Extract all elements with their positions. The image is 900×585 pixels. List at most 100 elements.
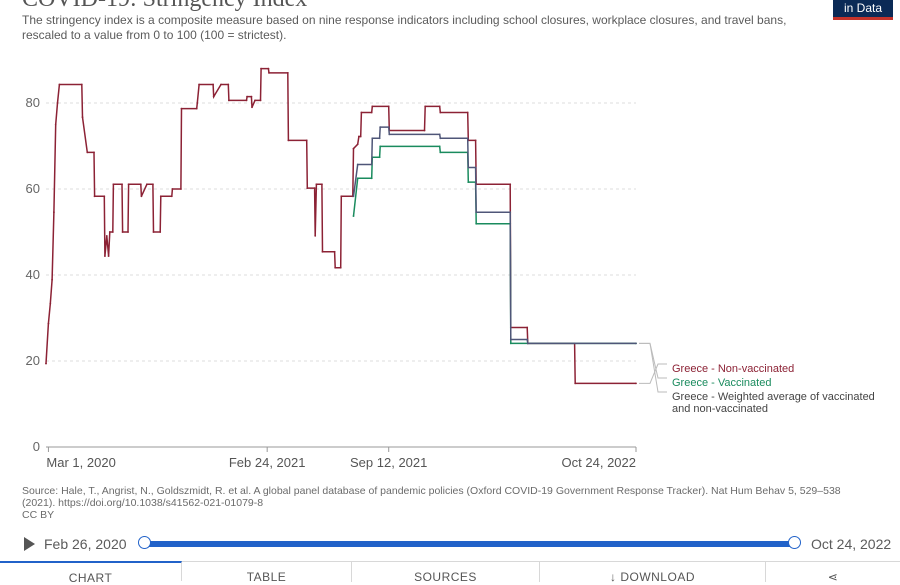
data-point [56,102,59,104]
data-point [360,111,363,114]
data-point [306,187,309,190]
data-point [267,67,270,70]
data-point [53,211,55,214]
data-point [121,183,123,186]
stringency-line-chart[interactable]: 0 20 40 60 80 Mar 1, 2020 Feb 24, 2021 Sep 12, … [0,0,900,479]
share-icon: ⋖ [827,570,839,584]
timeline-start-handle[interactable] [138,536,151,549]
timeline-end-handle[interactable] [788,536,801,549]
data-point [352,215,355,218]
data-point [526,338,529,341]
data-point [388,133,391,136]
legend-label-vaccinated: Greece - Vaccinated [672,377,771,389]
data-point [51,278,53,281]
x-tick-label: Oct 24, 2022 [562,455,636,470]
data-point [509,211,512,214]
y-tick-label: 40 [26,267,40,282]
data-point [159,231,162,233]
data-point [334,266,337,269]
data-point [315,183,318,186]
data-point [127,231,129,233]
data-point [378,156,381,159]
timeline-end-label: Oct 24, 2022 [811,536,892,552]
data-point [356,163,359,166]
data-point [212,95,215,98]
data-point [475,211,478,214]
data-point [121,231,124,233]
series-line [352,126,636,345]
data-point [526,326,529,329]
tab-chart[interactable]: CHART [0,561,182,585]
legend-connector [639,363,667,384]
data-point [467,181,470,184]
data-point [196,102,199,104]
data-point [439,111,442,114]
tab-download[interactable]: ↓ DOWNLOAD [540,562,766,584]
data-point [423,129,426,132]
data-point [574,382,577,385]
data-point [352,147,355,150]
data-point [81,116,84,119]
data-point [170,195,173,198]
data-point [54,123,57,126]
data-point [370,111,373,114]
timeline-track[interactable] [145,541,795,547]
tab-share[interactable]: ⋖ [766,562,900,584]
tab-table[interactable]: TABLE [182,562,352,584]
data-point [526,342,529,345]
data-point [371,137,374,140]
data-point [152,183,154,186]
data-point [45,362,47,365]
data-point [254,99,256,102]
owid-logo[interactable]: in Data [833,0,893,20]
legend-label-weighted: Greece - Weighted average of vaccinated a… [672,391,875,415]
chart-title: COVID-19: Stringency Index [22,0,307,13]
data-point [356,177,359,180]
data-point [127,183,130,186]
series-line [45,67,636,385]
y-tick-label: 60 [26,181,40,196]
data-point [140,195,143,198]
data-point [49,302,52,305]
data-point [379,145,382,148]
data-point [171,188,174,190]
data-point [321,250,324,253]
data-point [474,139,477,142]
data-point [245,99,248,102]
data-point [287,139,290,142]
data-point [466,111,469,114]
legend-label-non-vaccinated: Greece - Non-vaccinated [672,363,794,375]
data-point [509,183,512,186]
data-point [466,137,469,140]
data-point [467,166,470,169]
data-point [439,151,442,154]
data-point [475,222,478,225]
data-point [108,231,111,233]
data-point [370,163,373,166]
data-point [359,135,362,138]
data-point [352,195,355,198]
tab-sources[interactable]: SOURCES [352,562,540,584]
x-tick-label: Mar 1, 2020 [46,455,115,470]
data-point [228,99,230,102]
play-icon[interactable] [24,537,35,551]
data-point [146,183,148,186]
y-tick-label: 0 [33,439,40,454]
data-point [260,67,262,70]
chart-subtitle: The stringency index is a composite meas… [22,13,787,42]
series-line [352,145,636,345]
data-point [635,342,637,345]
data-point [107,255,110,257]
y-tick-label: 20 [26,353,40,368]
data-point [313,187,316,190]
data-point [371,105,374,108]
source-text: Source: Hale, T., Angrist, N., Goldszmid… [22,485,841,509]
legend-connector [639,342,667,393]
data-point [93,195,96,198]
data-point [439,137,442,140]
data-point [259,99,262,102]
data-point [635,382,637,385]
data-point [139,183,142,186]
data-point [509,342,512,345]
data-point [227,83,230,86]
